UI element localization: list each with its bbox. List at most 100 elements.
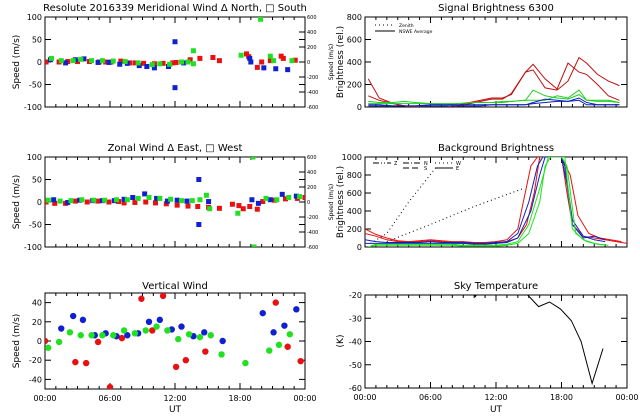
data-point-green [185, 59, 191, 65]
data-point-blue [178, 323, 185, 330]
data-point-red [141, 60, 147, 66]
data-point-green [190, 48, 196, 54]
legend-label: Zenith [399, 23, 414, 29]
zonal-wind-panel: Zonal Wind Δ East, □ West Speed (m/s) Sp… [12, 143, 335, 252]
data-point-blue [285, 67, 291, 73]
right-y-tick-label: 200 [307, 45, 317, 51]
data-point-green [45, 344, 52, 351]
data-point-red [216, 58, 222, 64]
data-point-red [106, 199, 112, 205]
data-point-blue [270, 329, 277, 336]
data-point-red [84, 199, 90, 205]
plot-frame [44, 292, 306, 390]
x-tick-label: 18:00 [550, 393, 573, 402]
right-y-tick-label: 600 [307, 15, 317, 21]
plot-area [473, 295, 604, 386]
data-point-green [99, 332, 106, 339]
data-point-green [297, 194, 303, 200]
data-point-red [267, 58, 273, 64]
data-point-green [120, 327, 128, 334]
data-point-red [272, 299, 279, 306]
y-tick-label: 0 [357, 243, 362, 252]
y-tick-label: 100 [27, 153, 42, 162]
y-tick-label: 0 [37, 198, 42, 207]
y-tick-label: -60 [349, 384, 362, 393]
right-y-tick-label: 200 [307, 185, 317, 191]
plot-frame [364, 294, 628, 389]
series-line-temperature [473, 295, 604, 386]
data-point-green [91, 197, 97, 203]
data-point-blue [196, 177, 202, 182]
data-point-blue [156, 316, 164, 324]
data-point-green [102, 197, 108, 203]
y-tick-label: 1000 [342, 153, 362, 162]
data-point-blue [51, 197, 57, 203]
y-tick-label: 50 [32, 176, 42, 185]
data-point-blue [142, 191, 148, 197]
y-tick-label: -50 [349, 361, 362, 370]
data-point-blue [121, 196, 127, 202]
data-point-green [218, 351, 225, 358]
vertical-xlabel: UT [169, 405, 182, 415]
data-point-red [45, 337, 49, 345]
data-point-red [195, 204, 201, 209]
y-tick-label: 400 [347, 207, 362, 216]
data-point-green [146, 195, 152, 200]
data-point-green [79, 197, 85, 203]
data-point-blue [106, 59, 112, 65]
sky-temperature-ylabel: (K) [336, 335, 346, 348]
right-y-tick-label: -600 [307, 105, 318, 111]
data-point-green [175, 335, 182, 343]
data-point-green [58, 58, 64, 64]
data-point-green [153, 323, 160, 330]
data-point-blue [261, 65, 267, 71]
x-tick-label: 06:00 [419, 393, 442, 402]
data-point-red [52, 200, 58, 206]
data-point-blue [174, 197, 180, 203]
meridional-ylabel-right: Speed (m/s) [328, 44, 335, 80]
data-point-green [57, 198, 63, 204]
y-tick-label: -40 [29, 375, 42, 384]
y-tick-label: -40 [349, 338, 362, 347]
sky-temperature-xlabel: UT [490, 405, 503, 415]
legend-label: S [424, 166, 427, 172]
y-tick-label: -50 [29, 81, 42, 90]
data-point-red [259, 59, 265, 65]
data-point-green [110, 332, 117, 339]
data-point-green [189, 198, 195, 204]
data-point-red [121, 200, 127, 206]
x-tick-label: 18:00 [228, 394, 251, 403]
plot-area [365, 157, 627, 247]
data-point-blue [117, 61, 123, 67]
data-point-green [263, 195, 269, 201]
plot-frame [364, 156, 628, 248]
data-point-green [167, 61, 173, 67]
data-point-green [286, 331, 294, 338]
data-point-green [271, 58, 277, 64]
data-point-blue [279, 191, 285, 197]
series-line-red-a [365, 157, 627, 244]
legend-label: W [456, 161, 461, 167]
signal-title: Signal Brightness 6300 [438, 3, 554, 14]
data-point-green [135, 195, 141, 201]
data-point-green [68, 198, 74, 204]
y-tick-label: 200 [347, 225, 362, 234]
data-point-blue [151, 65, 157, 71]
series-line-red-b [365, 157, 622, 243]
x-tick-label: 00:00 [33, 394, 56, 403]
data-point-red [216, 205, 222, 211]
data-point-blue [259, 309, 266, 317]
data-point-red [210, 55, 216, 60]
data-point-green [45, 197, 51, 203]
series-line-green-a [368, 157, 606, 247]
y-tick-label: 200 [347, 81, 362, 90]
series-line-zenith-dotted-1 [370, 165, 438, 244]
data-point-red [244, 51, 249, 57]
data-point-green [207, 332, 214, 339]
meridional-ylabel: Speed (m/s) [12, 35, 22, 90]
data-point-red [254, 206, 260, 212]
x-tick-label: 12:00 [163, 394, 186, 403]
data-point-red [185, 203, 191, 209]
data-point-green [124, 197, 130, 203]
data-point-green [142, 327, 149, 334]
